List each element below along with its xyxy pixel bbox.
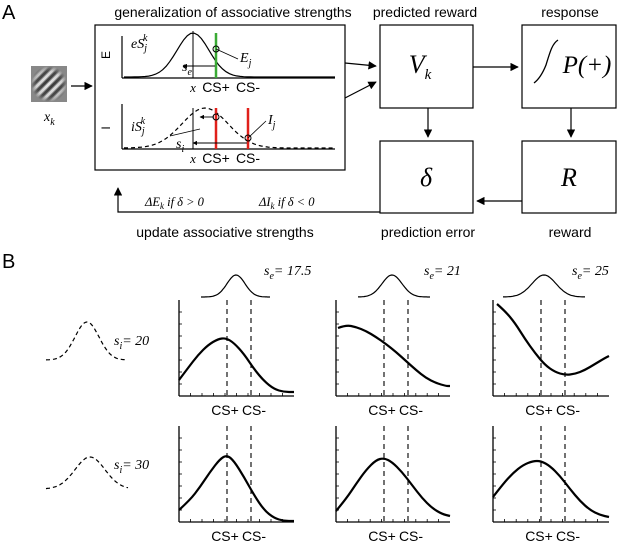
inhibitory-curve-label: iSjk: [131, 116, 146, 137]
subplot-1-1: CS+ CS-: [178, 300, 294, 418]
stimulus-label: xk: [43, 110, 55, 128]
cs-minus-tick-label: CS-: [242, 402, 266, 418]
inhibitory-plot: I iSjk si Ij x CS+ CS-: [99, 104, 335, 166]
cs-minus-tick-label: CS-: [242, 528, 266, 543]
response-curve-grid: CS+ CS- CS+ CS- CS+ CS-CS+ CS- CS+ CS- CS+ CS-: [178, 300, 610, 543]
inhibitory-strength-pointer: [247, 120, 267, 139]
excitatory-strength-point: [212, 45, 220, 53]
excitatory-axis-label: E: [99, 51, 113, 59]
excitatory-x-tick: x: [189, 80, 196, 95]
arrow-inhibitory-to-value: [344, 81, 377, 99]
update-associative-strengths-label: update associative strengths: [136, 224, 313, 240]
response-curve: [496, 303, 610, 376]
panel-a-label: A: [2, 2, 16, 24]
inhibitory-strength-point-minus: [244, 134, 252, 142]
row-gaussian-1: [45, 456, 129, 490]
response-curve: [492, 459, 610, 519]
inhibitory-gaussian-curve: [124, 107, 335, 149]
cs-plus-tick-label: CS+: [211, 528, 239, 543]
cs-minus-tick-label: CS-: [556, 402, 580, 418]
arrow-excitatory-to-value: [344, 61, 377, 70]
response-curve: [335, 457, 451, 518]
response-curve: [178, 455, 294, 523]
predicted-reward-header: predicted reward: [373, 4, 477, 20]
column-gaussian-1: [358, 274, 430, 298]
excitatory-cs-minus-tick: CS-: [236, 79, 260, 95]
excitatory-strength-pointer: [215, 48, 239, 60]
inhibitory-cs-minus-tick: CS-: [236, 150, 260, 166]
cs-plus-tick-label: CS+: [368, 528, 396, 543]
generalization-header: generalization of associative strengths: [114, 4, 351, 20]
cs-minus-tick-label: CS-: [399, 402, 423, 418]
value-box-label: Vk: [409, 50, 432, 83]
excitatory-plot: E eSjk se Ej x CS+ CS-: [99, 31, 335, 95]
inhibitory-axis-label: I: [99, 126, 113, 129]
cs-minus-tick-label: CS-: [556, 528, 580, 543]
cs-plus-tick-label: CS+: [211, 402, 239, 418]
response-curve: [178, 337, 294, 394]
column-gaussian-0: [201, 274, 270, 298]
inhibitory-strength-label: Ij: [267, 113, 276, 131]
delta-symbol: δ: [420, 163, 433, 192]
response-header: response: [541, 4, 599, 20]
prediction-error-label: prediction error: [381, 224, 475, 240]
excitatory-update-rule: ΔEk if δ > 0: [144, 195, 205, 211]
reward-box: [521, 140, 617, 214]
column-header-2: se= 25: [572, 264, 609, 282]
gabor-stimulus-icon: [31, 66, 67, 102]
panel-b-label: B: [2, 251, 15, 273]
inhibitory-curve-pointer: [169, 128, 201, 137]
prediction-error-box: [379, 140, 474, 214]
subplot-2-1: CS+ CS-: [178, 426, 294, 543]
cs-minus-tick-label: CS-: [399, 528, 423, 543]
subplot-1-2: CS+ CS-: [335, 300, 450, 418]
reward-symbol: R: [560, 163, 577, 192]
integral-symbol: [533, 39, 559, 84]
row-header-1: si= 30: [114, 458, 149, 476]
row-header-0: si= 20: [114, 334, 149, 352]
cs-plus-tick-label: CS+: [525, 528, 553, 543]
inhibitory-width-label: si: [176, 137, 184, 155]
response-box-label: P(+): [562, 52, 612, 79]
inhibitory-update-rule: ΔIk if δ < 0: [258, 195, 315, 211]
excitatory-gaussian-curve: [124, 32, 335, 78]
column-gaussian-2: [503, 274, 585, 298]
excitatory-strength-label: Ej: [239, 51, 252, 69]
reward-label: reward: [549, 224, 592, 240]
column-header-0: se= 17.5: [264, 264, 311, 282]
subplot-1-3: CS+ CS-: [492, 300, 610, 418]
excitatory-curve-label: eSjk: [131, 33, 148, 54]
inhibitory-x-tick: x: [189, 151, 196, 166]
cs-plus-tick-label: CS+: [368, 402, 396, 418]
column-header-1: se= 21: [424, 264, 461, 282]
response-box: [521, 24, 617, 109]
subplot-2-2: CS+ CS-: [335, 426, 451, 543]
excitatory-cs-plus-tick: CS+: [202, 79, 230, 95]
cs-plus-tick-label: CS+: [525, 402, 553, 418]
subplot-2-3: CS+ CS-: [492, 426, 610, 543]
row-gaussian-0: [45, 321, 126, 361]
response-curve: [337, 324, 450, 388]
excitatory-width-label: se: [182, 60, 192, 78]
inhibitory-cs-plus-tick: CS+: [202, 150, 230, 166]
arrow-update-feedback: [113, 187, 380, 213]
